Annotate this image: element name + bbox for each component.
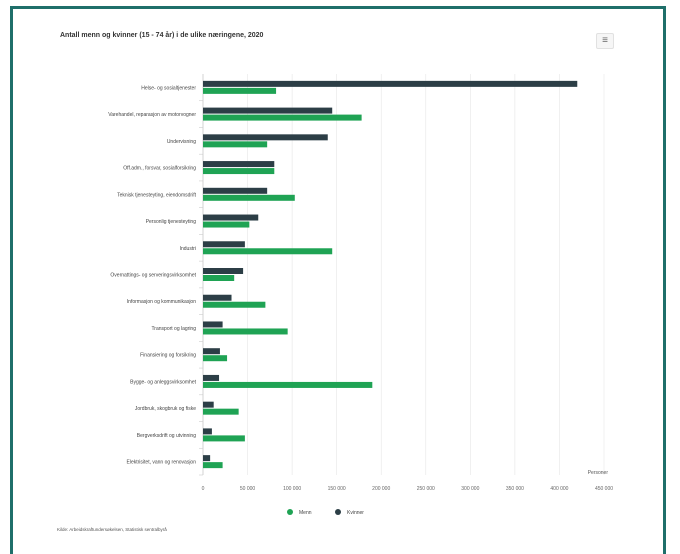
legend-item-kvinner[interactable]: Kvinner	[335, 509, 364, 516]
bar-kvinner[interactable]	[203, 241, 245, 248]
category-label: Overnattings- og serveringsvirksomhet	[110, 273, 196, 279]
category-label: Varehandel, reparasjon av motorvogner	[108, 112, 196, 118]
bar-menn[interactable]	[203, 168, 275, 175]
bar-kvinner[interactable]	[203, 455, 211, 462]
bar-menn[interactable]	[203, 328, 288, 335]
bar-kvinner[interactable]	[203, 214, 259, 221]
bar-kvinner[interactable]	[203, 134, 328, 141]
bar-kvinner[interactable]	[203, 348, 220, 355]
category-label: Informasjon og kommunikasjon	[127, 299, 196, 305]
x-tick-label: 350 000	[506, 486, 524, 492]
x-tick-label: 50 000	[240, 486, 256, 492]
x-tick-labels: 0 50 000 100 000 150 000 200 000 250 000 300 0…	[202, 486, 614, 492]
category-label: Bergverksdrift og utvinning	[137, 433, 196, 439]
x-tick-label: 0	[202, 486, 205, 492]
chart-frame	[10, 6, 666, 554]
chart-menu-button[interactable]: ≡	[596, 33, 614, 49]
bar-menn[interactable]	[203, 275, 235, 281]
category-labels: Helse- og sosialtjenester Varehandel, rep…	[108, 85, 196, 465]
chart-title: Antall menn og kvinner (15 - 74 år) i de…	[60, 32, 264, 39]
bar-menn[interactable]	[203, 301, 266, 308]
category-label: Elektrisitet, vann og renovasjon	[127, 460, 197, 466]
bar-kvinner[interactable]	[203, 187, 268, 194]
bar-kvinner[interactable]	[203, 80, 578, 87]
bar-kvinner[interactable]	[203, 268, 244, 274]
category-label: Finansiering og forsikring	[140, 353, 196, 359]
x-tick-label: 100 000	[283, 486, 301, 492]
category-label: Helse- og sosialtjenester	[141, 85, 196, 91]
legend-label: Menn	[299, 510, 312, 516]
bar-menn[interactable]	[203, 87, 277, 94]
x-tick-label: 300 000	[461, 486, 479, 492]
category-label: Jordbruk, skogbruk og fiske	[135, 406, 196, 412]
bar-menn[interactable]	[203, 462, 223, 469]
x-tick-label: 400 000	[550, 486, 568, 492]
bar-menn[interactable]	[203, 355, 228, 362]
bars	[203, 80, 578, 469]
bar-kvinner[interactable]	[203, 294, 232, 301]
bar-menn[interactable]	[203, 248, 333, 255]
bar-kvinner[interactable]	[203, 428, 212, 435]
category-label: Industri	[180, 246, 196, 252]
bar-menn[interactable]	[203, 221, 250, 228]
bar-kvinner[interactable]	[203, 401, 214, 408]
legend-marker	[335, 509, 341, 515]
x-tick-label: 250 000	[417, 486, 435, 492]
bar-kvinner[interactable]	[203, 161, 275, 168]
bar-menn[interactable]	[203, 114, 362, 121]
category-label: Transport og lagring	[151, 326, 196, 332]
bar-menn[interactable]	[203, 381, 373, 388]
category-label: Undervisning	[167, 139, 196, 145]
bar-menn[interactable]	[203, 194, 295, 201]
x-tick-label: 450 000	[595, 486, 613, 492]
legend-marker	[287, 509, 293, 515]
x-tick-label: 200 000	[372, 486, 390, 492]
grid-lines	[199, 74, 605, 476]
bar-menn[interactable]	[203, 435, 245, 442]
bar-kvinner[interactable]	[203, 374, 220, 381]
bar-kvinner[interactable]	[203, 321, 223, 328]
source-note: Kilde: Arbeidskraftundersøkelsen, Statis…	[57, 527, 167, 532]
category-label: Off.adm., forsvar, sosialforsikring	[123, 166, 196, 172]
x-tick-label: 150 000	[328, 486, 346, 492]
legend-label: Kvinner	[347, 510, 364, 516]
legend-item-menn[interactable]: Menn	[287, 509, 312, 516]
x-axis-title: Personer	[588, 470, 609, 476]
legend: Menn Kvinner	[287, 509, 364, 516]
category-label: Personlig tjenesteyting	[146, 219, 197, 225]
bar-kvinner[interactable]	[203, 107, 333, 114]
bar-menn[interactable]	[203, 141, 268, 148]
category-label: Teknisk tjenesteyting, eiendomsdrift	[117, 192, 197, 198]
bar-menn[interactable]	[203, 408, 239, 415]
category-label: Bygge- og anleggsvirksomhet	[130, 379, 196, 385]
